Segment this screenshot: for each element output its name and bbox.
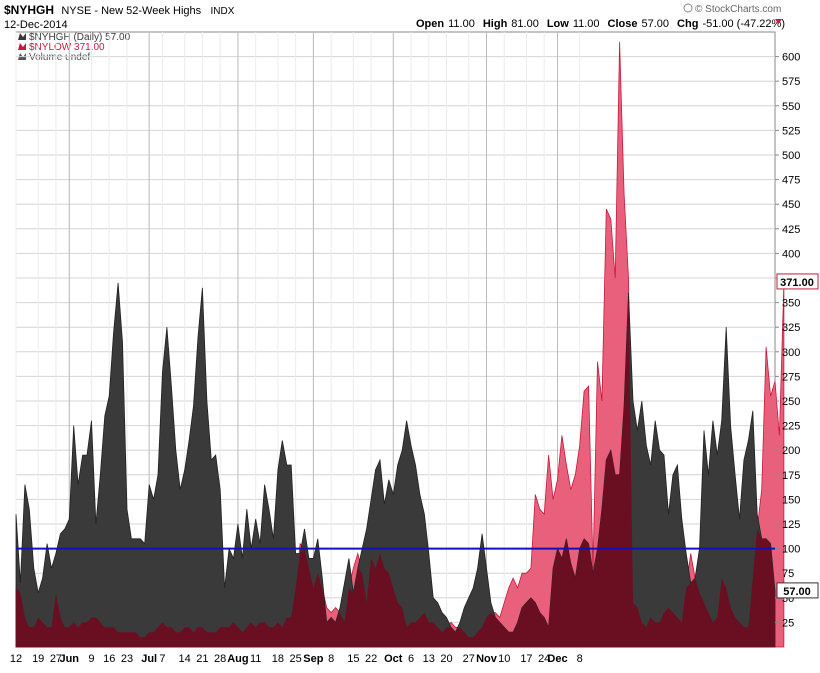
x-tick-label: 17	[520, 653, 532, 665]
x-tick-label: 28	[214, 653, 226, 665]
x-tick-label: 19	[32, 653, 44, 665]
y-tick-label: 150	[782, 494, 800, 506]
ohlc-label-chg: Chg	[677, 18, 698, 30]
x-tick-label: Aug	[227, 653, 248, 665]
svg-text:$NYHGH NYSE - New 52-Wee: $NYHGH NYSE - New 52-Week Highs INDX	[4, 3, 235, 17]
ohlc-label-open: Open	[416, 18, 444, 30]
y-tick-label: 475	[782, 175, 800, 187]
x-tick-label: 15	[347, 653, 359, 665]
y-tick-label: 125	[782, 519, 800, 531]
ohlc-value-close: 57.00	[642, 18, 670, 30]
watermark: © StockCharts.com	[683, 3, 781, 15]
watermark-text: © StockCharts.com	[695, 4, 781, 15]
x-tick-label: Jun	[59, 653, 79, 665]
y-tick-label: 550	[782, 101, 800, 113]
x-tick-label: 21	[196, 653, 208, 665]
series-area-overlap	[16, 292, 775, 647]
y-tick-label: 100	[782, 544, 800, 556]
y-tick-label: 450	[782, 199, 800, 211]
x-tick-label: 20	[440, 653, 452, 665]
y-tick-label: 525	[782, 125, 800, 137]
x-tick-label: 25	[290, 653, 302, 665]
x-tick-label: 7	[159, 653, 165, 665]
x-tick-label: Sep	[303, 653, 323, 665]
x-tick-label: 16	[103, 653, 115, 665]
x-tick-label: 8	[328, 653, 334, 665]
y-axis: 2550751001251501752002252502753003253503…	[775, 52, 800, 629]
description-label: NYSE - New 52-Week Highs	[61, 5, 201, 17]
x-tick-label: 18	[272, 653, 284, 665]
x-tick-label: Oct	[384, 653, 403, 665]
series-area-nyhgh	[15, 282, 776, 648]
legend: $NYHGH (Daily) 57.00$NYLOW 371.00Volume …	[18, 32, 131, 63]
y-tick-label: 575	[782, 76, 800, 88]
x-tick-label: 27	[50, 653, 62, 665]
x-tick-label: 27	[463, 653, 475, 665]
date-label: 12-Dec-2014	[4, 19, 68, 31]
y-tick-label: 500	[782, 150, 800, 162]
y-tick-label: 325	[782, 322, 800, 334]
ohlc-label-low: Low	[547, 18, 569, 30]
highs-value-label: 57.00	[783, 586, 811, 598]
last-value-labels: 371.00 57.00	[776, 273, 819, 599]
x-tick-label: 22	[365, 653, 377, 665]
x-tick-label: 14	[179, 653, 191, 665]
x-tick-label: 24	[538, 653, 550, 665]
y-tick-label: 75	[782, 568, 794, 580]
x-tick-label: 10	[498, 653, 510, 665]
ohlc-value-chg: -51.00 (-47.22%)	[702, 18, 785, 30]
y-tick-label: 275	[782, 371, 800, 383]
x-tick-label: 11	[250, 653, 261, 665]
y-tick-label: 225	[782, 421, 800, 433]
ohlc-label-close: Close	[608, 18, 638, 30]
ohlc-label-high: High	[483, 18, 508, 30]
x-tick-label: 13	[423, 653, 435, 665]
legend-swatch-icon	[18, 33, 26, 40]
x-tick-label: Nov	[476, 653, 498, 665]
y-tick-label: 350	[782, 298, 800, 310]
legend-swatch-icon	[18, 43, 26, 50]
lows-value-box	[776, 273, 819, 290]
exchange-label: INDX	[211, 6, 235, 17]
y-tick-label: 600	[782, 52, 800, 64]
ohlc-value-low: 11.00	[573, 18, 600, 30]
x-tick-label: 8	[577, 653, 583, 665]
y-tick-label: 200	[782, 445, 800, 457]
x-tick-label: Jul	[141, 653, 157, 665]
y-tick-label: 425	[782, 224, 800, 236]
legend-entry: $NYHGH (Daily) 57.00	[29, 32, 131, 43]
x-tick-label: 6	[408, 653, 414, 665]
x-tick-label: Dec	[547, 653, 567, 665]
y-tick-label: 25	[782, 617, 794, 629]
symbol-label: $NYHGH	[4, 3, 54, 17]
lows-value-label: 371.00	[780, 277, 814, 289]
legend-entry: Volume undef	[29, 52, 90, 63]
y-tick-label: 175	[782, 470, 800, 482]
down-triangle-icon	[775, 19, 782, 24]
y-tick-label: 250	[782, 396, 800, 408]
ohlc-value-open: 11.00	[448, 18, 475, 30]
ohlc-value-high: 81.00	[511, 18, 539, 30]
legend-entry: $NYLOW 371.00	[29, 42, 105, 53]
y-tick-label: 400	[782, 248, 800, 260]
ohlc-text: Open 11.00 High 81.00 Low 11.00 Close 57.00 Chg -…	[416, 18, 785, 30]
x-tick-label: 12	[10, 653, 22, 665]
x-tick-label: 9	[88, 653, 94, 665]
y-tick-label: 300	[782, 347, 800, 359]
ohlc-readout: Open 11.00 High 81.00 Low 11.00 Close 57.00 Chg -…	[416, 18, 785, 30]
x-tick-label: 23	[121, 653, 133, 665]
area-series	[15, 41, 785, 648]
highs-value-box	[776, 582, 819, 599]
